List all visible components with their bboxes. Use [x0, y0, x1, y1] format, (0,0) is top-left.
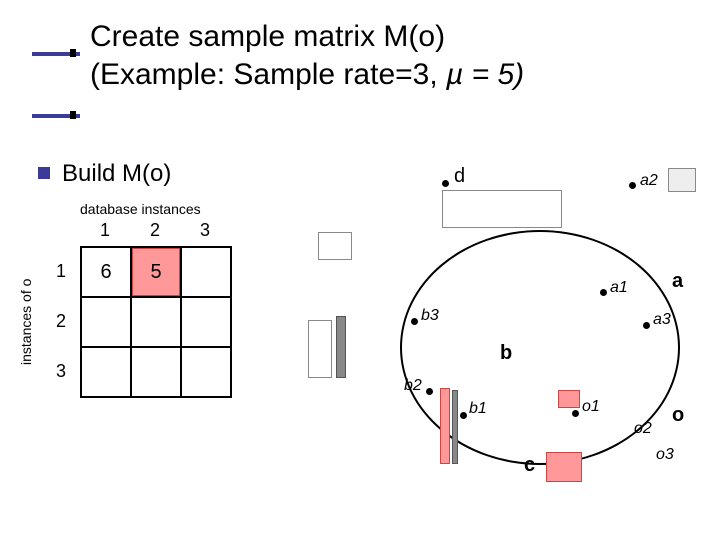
- label-b3: b3: [421, 307, 439, 325]
- title-tick-1: [70, 49, 76, 57]
- table-row: 6 5: [81, 247, 231, 297]
- deco-bar-1: [336, 316, 346, 378]
- x-axis-label: database instances: [80, 201, 201, 217]
- cell-1-3: [181, 247, 231, 297]
- label-d: d: [454, 165, 465, 188]
- bullet-icon: [38, 167, 50, 179]
- table-row: [81, 297, 231, 347]
- label-a: a: [672, 270, 683, 293]
- pink-box-c: [546, 452, 582, 482]
- title-tick-2: [70, 111, 76, 119]
- col-header-2: 2: [130, 220, 180, 241]
- deco-box-1: [318, 232, 352, 260]
- cell-1-1: 6: [81, 247, 131, 297]
- col-header-3: 3: [180, 220, 230, 241]
- label-a3: a3: [653, 311, 671, 329]
- point-o1: [572, 410, 579, 417]
- label-o1: o1: [582, 398, 600, 416]
- legend-box: [668, 168, 696, 192]
- row-header-2: 2: [56, 296, 66, 346]
- title-line-2: (Example: Sample rate=3, µ = 5): [90, 56, 700, 94]
- point-b3: [411, 318, 418, 325]
- title-line-1: Create sample matrix M(o): [90, 18, 700, 56]
- row-header-3: 3: [56, 346, 66, 396]
- y-axis-label: instances of o: [18, 279, 34, 365]
- table-row: [81, 347, 231, 397]
- point-a2: [629, 182, 636, 189]
- point-b2: [426, 388, 433, 395]
- col-header-1: 1: [80, 220, 130, 241]
- label-b: b: [500, 342, 512, 365]
- pink-bar-b: [440, 388, 450, 464]
- row-headers: 1 2 3: [56, 246, 66, 396]
- title-line-2a: (Example: Sample rate=3,: [90, 58, 446, 91]
- point-a1: [600, 289, 607, 296]
- d-box: [442, 190, 562, 228]
- point-b1: [460, 412, 467, 419]
- label-b1: b1: [469, 400, 487, 418]
- bullet-text: Build M(o): [62, 160, 171, 188]
- deco-box-2: [308, 320, 332, 378]
- label-a2: a2: [640, 172, 658, 190]
- point-a3: [643, 322, 650, 329]
- slide-title: Create sample matrix M(o) (Example: Samp…: [90, 18, 700, 93]
- deco-bar-2: [452, 390, 458, 464]
- column-headers: 1 2 3: [80, 220, 230, 241]
- cell-3-2: [131, 347, 181, 397]
- title-mu: µ = 5): [446, 58, 524, 91]
- pink-box-o1: [558, 390, 580, 408]
- sample-matrix: 6 5: [80, 246, 232, 398]
- cell-3-3: [181, 347, 231, 397]
- label-b2: b2: [404, 377, 422, 395]
- cell-3-1: [81, 347, 131, 397]
- label-o: o: [672, 404, 684, 427]
- label-o3: o3: [656, 446, 674, 464]
- cell-1-2: 5: [131, 247, 181, 297]
- row-header-1: 1: [56, 246, 66, 296]
- point-d: [442, 180, 449, 187]
- cell-2-1: [81, 297, 131, 347]
- label-a1: a1: [610, 279, 628, 297]
- label-c: c: [524, 454, 535, 477]
- cell-2-2: [131, 297, 181, 347]
- label-o2: o2: [634, 420, 652, 438]
- cell-2-3: [181, 297, 231, 347]
